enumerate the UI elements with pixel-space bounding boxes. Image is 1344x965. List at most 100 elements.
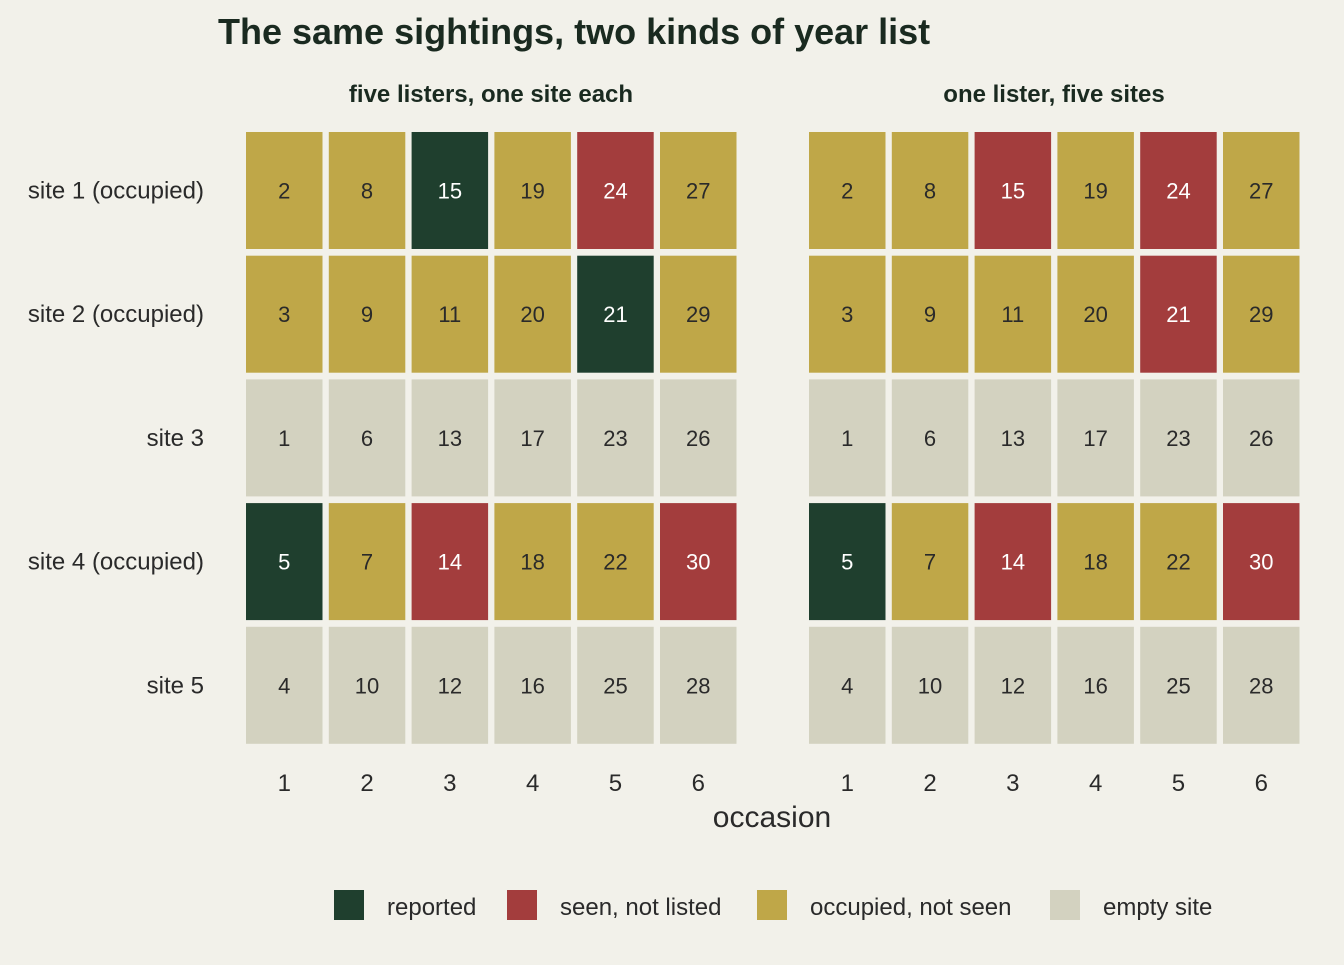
cell-label: 13	[438, 426, 462, 451]
cell-label: 1	[841, 426, 853, 451]
heatmap-cell	[328, 626, 406, 744]
heatmap-cell	[246, 255, 323, 373]
heatmap-cell	[1223, 503, 1300, 621]
x-axis-right: 1 2 3 4 5 6	[841, 770, 1268, 797]
cell-label: 23	[603, 426, 627, 451]
cell-label: 8	[924, 179, 936, 204]
heatmap-cell	[1057, 132, 1134, 249]
panel-right: 2 8 15 19 24 273 9 11 20 21 291 6 13 17 23 265 7 14 18 22 30…	[809, 132, 1300, 744]
heatmap-cell	[1140, 132, 1217, 249]
cell-label: 22	[603, 550, 627, 575]
legend-label: reported	[387, 894, 476, 921]
cell-label: 25	[603, 673, 627, 698]
cell-label: 7	[361, 550, 373, 575]
cell-label: 24	[603, 179, 627, 204]
cell-label: 30	[1249, 550, 1273, 575]
x-tick-label: 1	[841, 770, 854, 797]
cell-label: 3	[278, 302, 290, 327]
heatmap-cell	[246, 503, 323, 621]
y-tick-label: site 3	[147, 425, 204, 452]
panel-left: 2 8 15 19 24 273 9 11 20 21 291 6 13 17 23 265 7 14 18 22 30…	[246, 132, 737, 744]
cell-label: 11	[438, 302, 461, 327]
cell-label: 6	[361, 426, 373, 451]
y-axis: site 1 (occupied) site 2 (occupied) site 3…	[28, 178, 204, 700]
cell-label: 22	[1166, 550, 1190, 575]
legend-swatch	[507, 890, 537, 920]
legend: reported seen, not listed occupied, not se…	[334, 890, 1212, 921]
cell-label: 20	[520, 302, 544, 327]
y-tick-label: site 1 (occupied)	[28, 178, 204, 205]
heatmap-cell	[974, 255, 1052, 373]
heatmap-cell	[809, 379, 886, 497]
heatmap-cell	[1057, 255, 1134, 373]
cell-label: 3	[841, 302, 853, 327]
heatmap-cell	[411, 132, 489, 249]
heatmap-cell	[809, 132, 886, 249]
x-tick-label: 6	[692, 770, 705, 797]
panel-title-left: five listers, one site each	[349, 81, 633, 108]
cell-label: 12	[438, 673, 462, 698]
x-tick-label: 2	[923, 770, 936, 797]
cell-label: 18	[520, 550, 544, 575]
cell-label: 7	[924, 550, 936, 575]
cell-label: 29	[686, 302, 710, 327]
legend-swatch	[1050, 890, 1080, 920]
heatmap-cell	[411, 379, 489, 497]
cell-label: 2	[841, 179, 853, 204]
heatmap-cell	[577, 132, 654, 249]
heatmap-cell	[660, 503, 737, 621]
y-tick-label: site 4 (occupied)	[28, 549, 204, 576]
heatmap-cell	[494, 255, 571, 373]
cell-label: 15	[438, 179, 462, 204]
x-tick-label: 6	[1255, 770, 1268, 797]
heatmap-cell	[577, 379, 654, 497]
legend-label: occupied, not seen	[810, 894, 1011, 921]
x-tick-label: 5	[1172, 770, 1185, 797]
heatmap-cell	[1140, 503, 1217, 621]
heatmap-cell	[411, 255, 489, 373]
cell-label: 26	[1249, 426, 1273, 451]
cell-label: 27	[1249, 179, 1273, 204]
cell-label: 16	[520, 673, 544, 698]
x-tick-label: 3	[1006, 770, 1019, 797]
x-axis-left: 1 2 3 4 5 6	[278, 770, 705, 797]
heatmap-cell	[246, 132, 323, 249]
cell-label: 26	[686, 426, 710, 451]
heatmap-cell	[974, 626, 1052, 744]
cell-label: 18	[1083, 550, 1107, 575]
cell-label: 11	[1001, 302, 1024, 327]
cell-label: 14	[1001, 550, 1025, 575]
heatmap-cell	[577, 503, 654, 621]
x-tick-label: 4	[526, 770, 539, 797]
heatmap-cell	[1223, 379, 1300, 497]
cell-label: 19	[520, 179, 544, 204]
panel-title-right: one lister, five sites	[943, 81, 1164, 108]
cell-label: 27	[686, 179, 710, 204]
heatmap-cell	[1057, 503, 1134, 621]
cell-label: 10	[355, 673, 379, 698]
heatmap-cell	[891, 626, 969, 744]
cell-label: 28	[1249, 673, 1273, 698]
cell-label: 8	[361, 179, 373, 204]
legend-swatch	[334, 890, 364, 920]
cell-label: 9	[361, 302, 373, 327]
heatmap-cell	[974, 132, 1052, 249]
heatmap-cell	[577, 626, 654, 744]
cell-label: 13	[1001, 426, 1025, 451]
heatmap-cell	[1057, 379, 1134, 497]
cell-label: 24	[1166, 179, 1190, 204]
heatmap-cell	[809, 626, 886, 744]
heatmap-cell	[1140, 379, 1217, 497]
cell-label: 1	[278, 426, 290, 451]
heatmap-cell	[974, 379, 1052, 497]
cell-label: 5	[278, 550, 290, 575]
heatmap-cell	[328, 503, 406, 621]
cell-label: 9	[924, 302, 936, 327]
heatmap-cell	[891, 132, 969, 249]
heatmap-cell	[660, 626, 737, 744]
cell-label: 19	[1083, 179, 1107, 204]
legend-label: seen, not listed	[560, 894, 721, 921]
heatmap-cell	[411, 626, 489, 744]
heatmap-cell	[246, 626, 323, 744]
heatmap-cell	[494, 379, 571, 497]
